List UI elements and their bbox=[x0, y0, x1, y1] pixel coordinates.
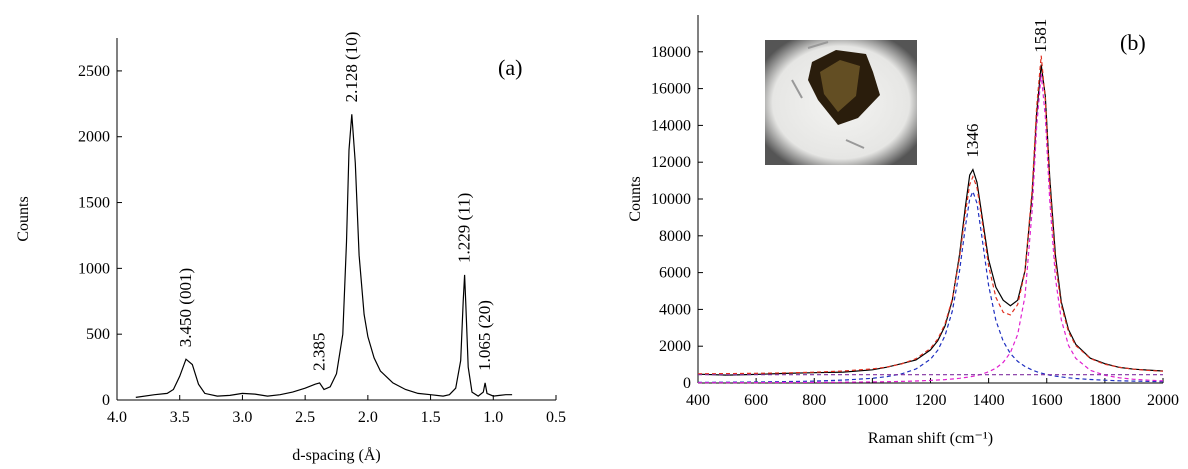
x-axis-label: Raman shift (cm⁻¹) bbox=[868, 430, 993, 447]
series-line bbox=[135, 114, 513, 398]
y-tick-label: 0 bbox=[683, 375, 691, 392]
y-axis-label: Counts bbox=[15, 196, 32, 241]
series-line bbox=[697, 189, 1164, 383]
x-tick-label: 1800 bbox=[1089, 392, 1121, 409]
peak-annotation: 3.450 (001) bbox=[176, 268, 195, 347]
x-tick-label: 2000 bbox=[1147, 392, 1179, 409]
x-tick-label: 600 bbox=[744, 392, 768, 409]
y-tick-label: 18000 bbox=[651, 44, 691, 61]
peak-annotation: 1581 bbox=[1031, 19, 1050, 53]
peak-annotation: 2.385 bbox=[310, 333, 329, 371]
peak-annotation: 1.065 (20) bbox=[475, 300, 494, 371]
x-tick-label: 0.5 bbox=[546, 409, 566, 426]
panel-label: (b) bbox=[1120, 30, 1146, 55]
y-tick-label: 2000 bbox=[659, 338, 691, 355]
series-line bbox=[697, 55, 1164, 375]
x-tick-label: 4.0 bbox=[107, 409, 127, 426]
x-tick-label: 1.0 bbox=[483, 409, 503, 426]
y-tick-label: 12000 bbox=[651, 154, 691, 171]
x-tick-label: 1.5 bbox=[421, 409, 441, 426]
y-tick-label: 10000 bbox=[651, 191, 691, 208]
y-tick-label: 4000 bbox=[659, 301, 691, 318]
x-tick-label: 2.5 bbox=[295, 409, 315, 426]
x-tick-label: 1400 bbox=[973, 392, 1005, 409]
photo-crystal-sheen bbox=[820, 60, 860, 112]
y-tick-label: 14000 bbox=[651, 117, 691, 134]
y-tick-label: 1500 bbox=[78, 195, 110, 212]
x-tick-label: 1200 bbox=[915, 392, 947, 409]
y-axis-label: Counts bbox=[627, 176, 644, 221]
peak-annotation: 1.229 (11) bbox=[455, 193, 474, 263]
y-tick-label: 8000 bbox=[659, 228, 691, 245]
x-tick-label: 1000 bbox=[856, 392, 888, 409]
y-tick-label: 1000 bbox=[78, 260, 110, 277]
y-tick-label: 0 bbox=[102, 392, 110, 409]
y-tick-label: 16000 bbox=[651, 81, 691, 98]
y-tick-label: 500 bbox=[86, 326, 110, 343]
x-tick-label: 1600 bbox=[1031, 392, 1063, 409]
y-tick-label: 6000 bbox=[659, 265, 691, 282]
y-tick-label: 2000 bbox=[78, 129, 110, 146]
x-axis-label: d-spacing (Å) bbox=[292, 446, 380, 464]
x-tick-label: 2.0 bbox=[358, 409, 378, 426]
x-tick-label: 800 bbox=[802, 392, 826, 409]
series-line bbox=[698, 73, 1164, 384]
x-tick-label: 400 bbox=[686, 392, 710, 409]
panel-label: (a) bbox=[498, 55, 522, 80]
x-tick-label: 3.5 bbox=[170, 409, 190, 426]
photo-debris bbox=[791, 41, 865, 149]
peak-annotation: 2.128 (10) bbox=[342, 32, 361, 103]
inset-photo bbox=[765, 40, 917, 165]
y-tick-label: 2500 bbox=[78, 63, 110, 80]
x-tick-label: 3.0 bbox=[232, 409, 252, 426]
peak-annotation: 1346 bbox=[963, 124, 982, 158]
